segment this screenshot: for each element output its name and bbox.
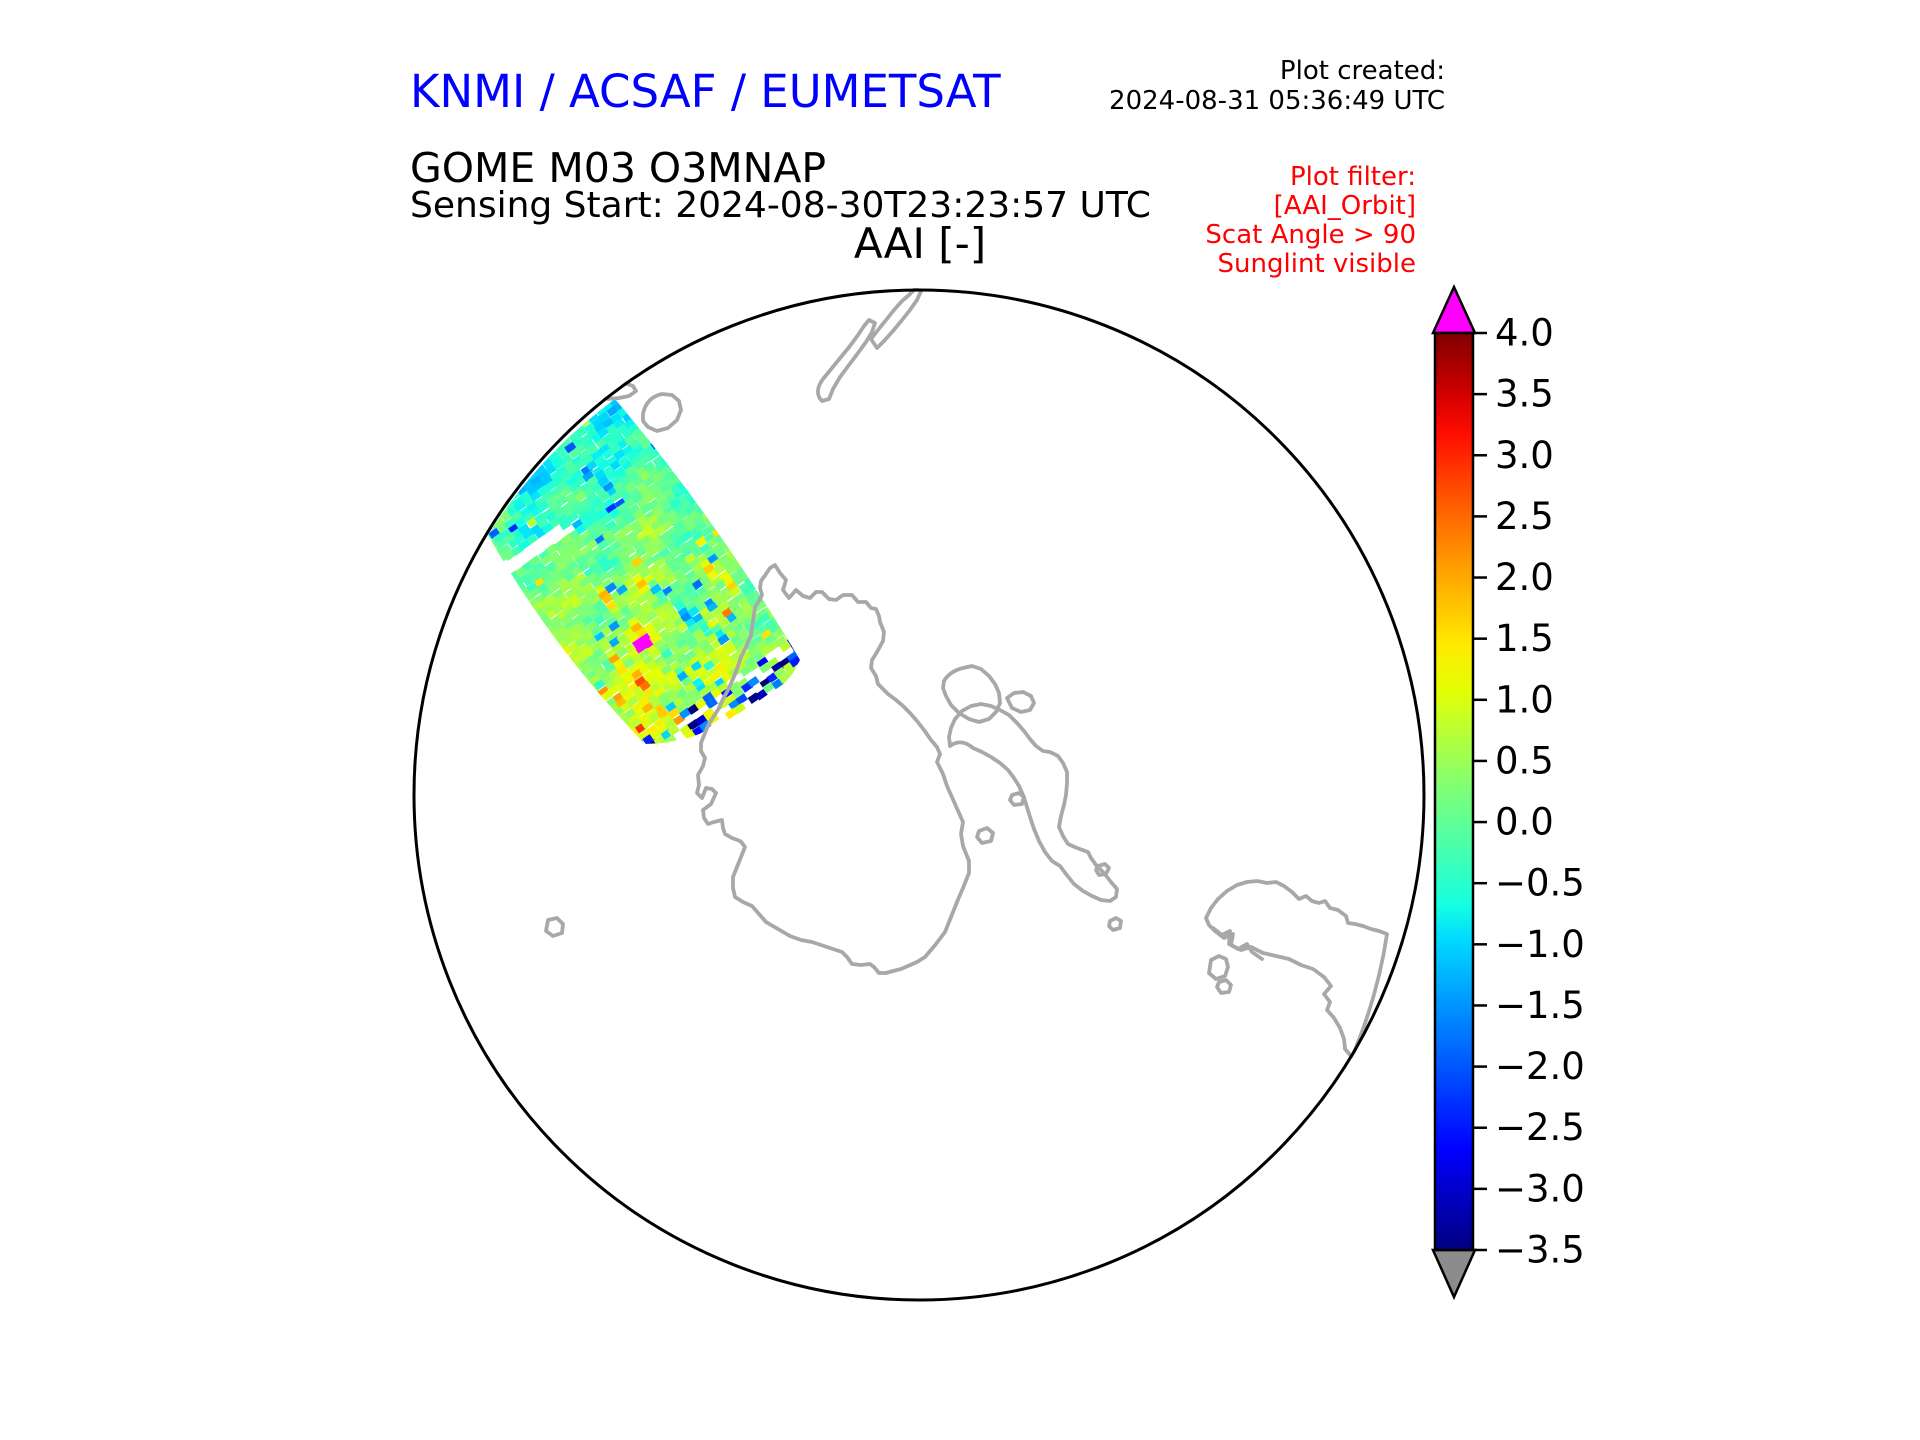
colorbar-tick-label: −1.0: [1495, 923, 1585, 966]
colorbar: 4.0 3.5 3.0 2.5 2.0 1.5 1.0 0.5 0.0 −0.5 −1.0 −1.5 −…: [1431, 283, 1585, 1301]
colorbar-tick-label: 4.0: [1495, 312, 1554, 355]
coastline-small-island: [544, 916, 565, 938]
colorbar-tick-label: 3.0: [1495, 434, 1554, 477]
plot-title: AAI [-]: [853, 219, 987, 268]
colorbar-under-arrow: [1431, 1248, 1477, 1301]
colorbar-tick-label: 3.5: [1495, 373, 1554, 416]
sensing-start-label: Sensing Start: 2024-08-30T23:23:57 UTC: [410, 185, 1151, 226]
colorbar-tick-label: −2.5: [1495, 1106, 1585, 1149]
agency-title: KNMI / ACSAF / EUMETSAT: [410, 65, 1001, 118]
colorbar-tick-label: −3.5: [1495, 1229, 1585, 1272]
plot-filter-note: Plot filter: [AAI_Orbit] Scat Angle > 90…: [1205, 163, 1416, 279]
coastline-islet: [975, 826, 995, 845]
plot-created-note: Plot created: 2024-08-31 05:36:49 UTC: [1109, 56, 1445, 116]
coastline-new-zealand-south: [816, 318, 877, 403]
colorbar-tick-label: 1.0: [1495, 678, 1554, 721]
plot-created-label: Plot created:: [1279, 56, 1445, 86]
colorbar-tick-label: 1.5: [1495, 617, 1554, 660]
filter-line: Sunglint visible: [1217, 249, 1416, 279]
colorbar-gradient-bar: [1433, 331, 1475, 1252]
colorbar-tick-label: 2.5: [1495, 495, 1554, 538]
coastline-antarctica: [695, 563, 971, 975]
colorbar-over-arrow: [1431, 283, 1477, 335]
coastlines: [544, 288, 1389, 1059]
coastline-islet: [1008, 791, 1026, 807]
filter-line: [AAI_Orbit]: [1273, 191, 1416, 221]
coastline-magellan-strait: [1211, 926, 1264, 961]
coastline-island-near-swath: [641, 392, 683, 433]
plot-created-timestamp: 2024-08-31 05:36:49 UTC: [1109, 86, 1445, 116]
colorbar-tick-label: 2.0: [1495, 556, 1554, 599]
colorbar-tick-label: 0.0: [1495, 801, 1554, 844]
colorbar-tick-label: −3.0: [1495, 1167, 1585, 1210]
coastline-peninsula-islet: [1005, 690, 1036, 714]
globe-boundary: [412, 288, 1426, 1302]
colorbar-tick-label: 0.5: [1495, 739, 1554, 782]
coastline-islet: [1107, 916, 1123, 932]
coastline-tdf-islet: [1215, 978, 1233, 995]
coastline-islet: [1094, 862, 1111, 877]
coastline-peninsula-island: [941, 664, 1002, 724]
coastline-tdf-islet: [1207, 954, 1230, 981]
product-title: GOME M03 O3MNAP: [410, 144, 827, 192]
colorbar-tick-label: −2.0: [1495, 1045, 1585, 1088]
coastline-antarctic-peninsula: [947, 702, 1119, 903]
colorbar-tick-label: −0.5: [1495, 862, 1585, 905]
filter-line: Scat Angle > 90: [1205, 220, 1416, 250]
coastline-tierra-del-fuego: [1204, 879, 1389, 1059]
colorbar-tick-label: −1.5: [1495, 984, 1585, 1027]
filter-line: Plot filter:: [1289, 162, 1416, 192]
